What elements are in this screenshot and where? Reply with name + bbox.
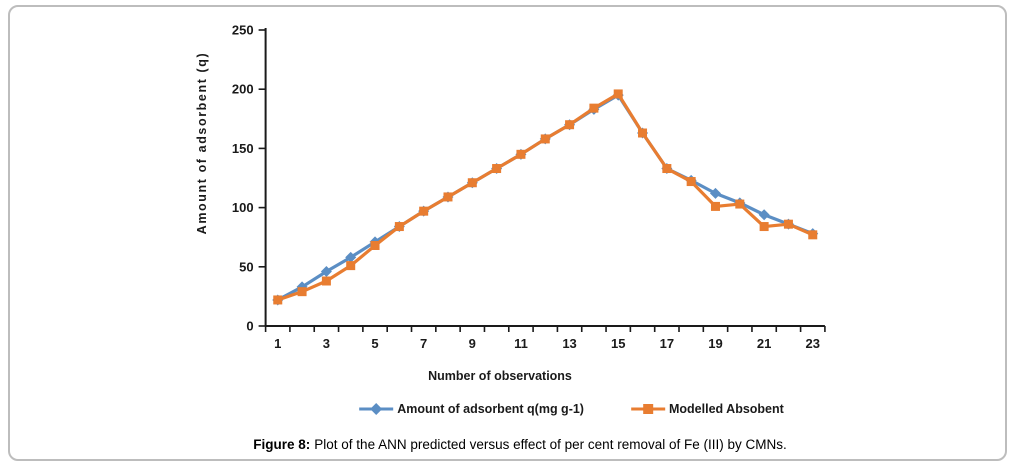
- y-tick-labels: 0 50 100 150 200 250: [232, 23, 254, 334]
- figure-caption: Figure 8: Plot of the ANN predicted versu…: [253, 437, 786, 452]
- svg-text:1: 1: [274, 336, 281, 351]
- svg-text:19: 19: [708, 336, 722, 351]
- legend-marker-square-icon: [630, 404, 665, 414]
- svg-text:3: 3: [323, 336, 330, 351]
- legend-item-modelled: Modelled Absobent: [630, 402, 784, 416]
- svg-text:200: 200: [232, 82, 254, 97]
- tick-marks: [258, 29, 826, 332]
- svg-text:50: 50: [239, 259, 253, 274]
- legend-label-modelled: Modelled Absobent: [668, 402, 784, 416]
- legend-item-adsorbent: Amount of adsorbent q(mg g-1): [358, 402, 584, 416]
- legend: Amount of adsorbent q(mg g-1) Modelled A…: [358, 402, 784, 416]
- axes: [264, 28, 825, 327]
- figure-caption-text: Plot of the ANN predicted versus effect …: [314, 437, 787, 452]
- series-amount-of-adsorbent-q-mg-g-1: [272, 89, 819, 306]
- svg-text:11: 11: [514, 336, 528, 351]
- legend-label-adsorbent: Amount of adsorbent q(mg g-1): [397, 402, 584, 416]
- figure-caption-label: Figure 8:: [253, 437, 311, 452]
- svg-text:150: 150: [232, 141, 254, 156]
- svg-text:5: 5: [371, 336, 378, 351]
- x-axis-title: Number of observations: [428, 369, 572, 383]
- svg-text:250: 250: [232, 23, 254, 38]
- svg-text:15: 15: [611, 336, 625, 351]
- svg-text:9: 9: [469, 336, 476, 351]
- figure-frame: [8, 5, 1007, 461]
- svg-text:23: 23: [806, 336, 820, 351]
- x-tick-labels: 1 3 5 7 9 11 13 15 17 19 21 23: [274, 336, 820, 351]
- svg-text:100: 100: [232, 200, 254, 215]
- svg-text:13: 13: [562, 336, 576, 351]
- svg-text:0: 0: [246, 319, 253, 334]
- series-modelled-absobent: [273, 89, 818, 305]
- svg-text:7: 7: [420, 336, 427, 351]
- svg-text:21: 21: [757, 336, 771, 351]
- legend-marker-diamond-icon: [359, 403, 394, 415]
- svg-text:17: 17: [660, 336, 674, 351]
- y-axis-title: Amount of adsorbent (q): [195, 51, 209, 235]
